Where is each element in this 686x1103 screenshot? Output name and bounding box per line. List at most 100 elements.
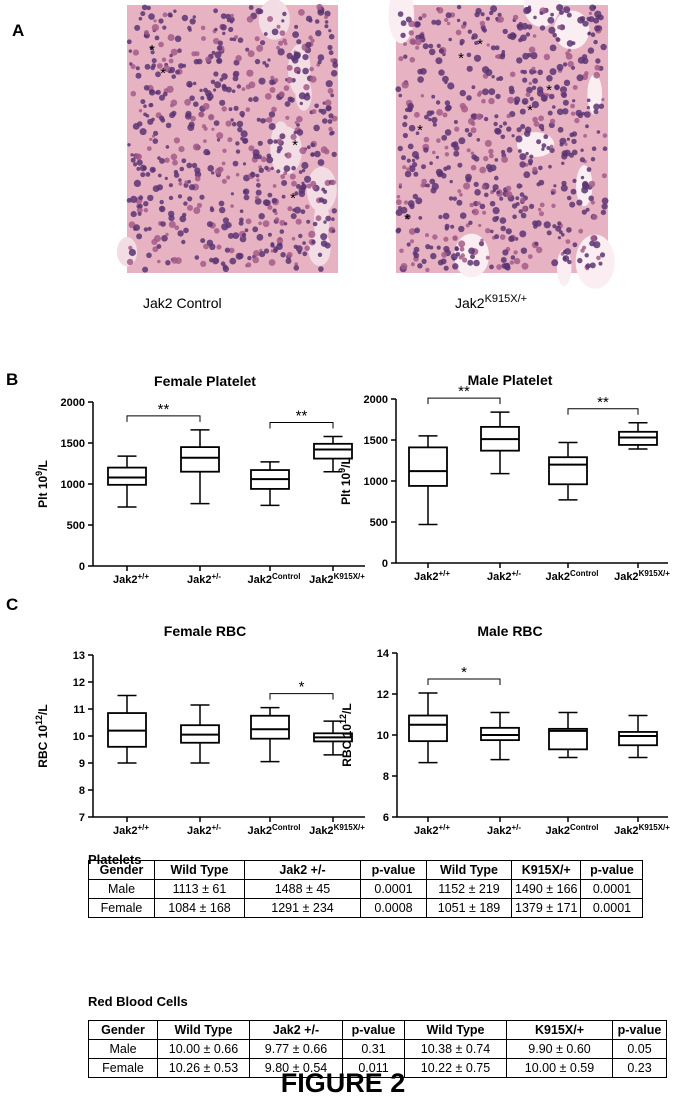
cell	[450, 142, 457, 148]
cell	[228, 26, 234, 33]
table-cell: 9.77 ± 0.66	[249, 1039, 343, 1059]
cell	[488, 97, 495, 105]
cell	[257, 8, 264, 15]
cell	[227, 232, 234, 239]
cell	[409, 57, 416, 63]
cell	[230, 13, 234, 18]
category-base: Jak2	[614, 825, 638, 837]
cell	[435, 155, 439, 159]
cell	[162, 25, 167, 30]
cell	[159, 115, 165, 121]
cell	[274, 211, 278, 216]
cell	[189, 18, 196, 25]
cell	[263, 32, 268, 36]
x-tick-label: Jak2+/-	[487, 823, 521, 838]
cell	[539, 211, 544, 217]
cell	[257, 140, 263, 146]
cell	[294, 24, 299, 29]
cell	[278, 91, 285, 98]
cell	[591, 146, 597, 151]
cell	[214, 27, 218, 32]
cell	[330, 179, 336, 186]
y-tick-label: 1000	[61, 479, 85, 491]
cell	[490, 229, 494, 234]
cell	[142, 165, 147, 171]
y-tick-label: 7	[79, 812, 85, 824]
cell	[157, 259, 161, 264]
cell	[592, 5, 597, 9]
cell	[241, 233, 247, 238]
cell	[455, 29, 462, 36]
cell	[317, 252, 323, 257]
cell	[214, 81, 222, 89]
x-tick-label: Jak2Control	[248, 823, 301, 838]
cell	[293, 130, 298, 135]
cell	[402, 165, 407, 170]
x-tick-label: Jak2Control	[546, 823, 599, 838]
cell	[532, 220, 538, 226]
cell	[458, 240, 466, 248]
cell	[189, 95, 195, 101]
table-cell: Male	[88, 1039, 158, 1059]
cell	[207, 165, 214, 172]
cell	[140, 99, 146, 105]
cell	[584, 253, 589, 258]
cell	[538, 115, 544, 122]
cell	[515, 135, 523, 143]
cell	[417, 76, 424, 83]
cell	[598, 261, 603, 266]
cell	[232, 160, 239, 167]
x-tick-label: Jak2K915X/+	[309, 823, 365, 838]
table-cell: Male	[88, 879, 155, 899]
category-base: Jak2	[487, 825, 511, 837]
cell	[134, 24, 141, 31]
cell	[490, 45, 496, 51]
cell	[442, 212, 450, 220]
cell	[600, 43, 607, 51]
cell	[444, 226, 449, 231]
header-row: Gender Wild Type Jak2 +/- p-value Wild Type K…	[88, 1020, 667, 1040]
cell	[268, 123, 276, 130]
cell	[510, 255, 516, 260]
cell	[256, 178, 260, 182]
cell	[136, 166, 141, 171]
cell	[421, 258, 427, 264]
cell	[300, 209, 306, 215]
cell	[254, 58, 261, 65]
cell	[456, 4, 462, 10]
cell	[470, 164, 477, 171]
cell	[400, 263, 408, 270]
cell	[266, 153, 272, 159]
y-tick-label: 500	[370, 517, 388, 529]
cell	[527, 158, 534, 164]
cell	[178, 178, 182, 182]
cell	[191, 162, 198, 169]
cell	[331, 229, 336, 233]
cell	[593, 109, 599, 115]
y-tick-label: 0	[79, 561, 85, 573]
cell	[546, 230, 552, 236]
cell	[309, 66, 314, 72]
table-cell: Female	[88, 898, 155, 918]
category-base: Jak2	[614, 571, 638, 583]
header-cell: Wild Type	[154, 860, 245, 880]
cell	[305, 204, 310, 210]
cell	[237, 37, 244, 43]
cell	[284, 101, 291, 107]
cell	[475, 113, 483, 120]
cell	[491, 75, 495, 79]
cell	[494, 175, 499, 181]
cell	[168, 13, 173, 18]
cell	[186, 80, 193, 88]
table-cell: 10.00 ± 0.66	[157, 1039, 250, 1059]
cell	[448, 37, 453, 42]
label-part: Plt 10	[36, 476, 50, 508]
cell	[599, 252, 606, 258]
cell	[570, 188, 577, 195]
cell	[548, 26, 556, 34]
cell	[233, 105, 239, 111]
cell	[470, 151, 475, 155]
cell	[538, 165, 543, 171]
cell	[159, 158, 165, 164]
cell	[324, 15, 328, 20]
